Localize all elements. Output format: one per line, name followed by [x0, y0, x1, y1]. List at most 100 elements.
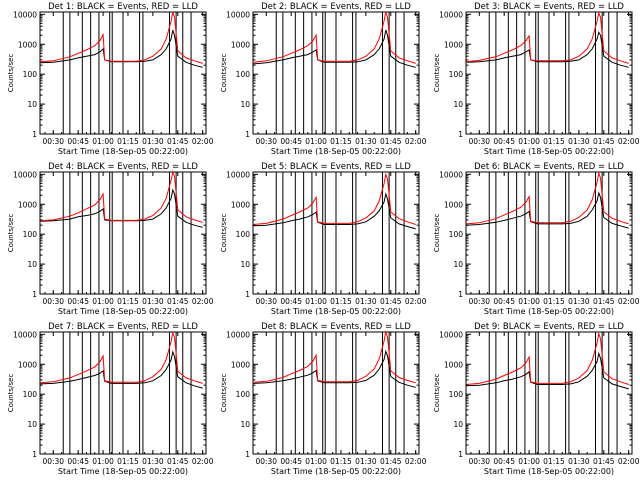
panel-det-5: 1 10 100 1000 10000 00:30 00:45 01:00 01:15 01:30…: [220, 162, 427, 316]
events-series-line: [465, 351, 629, 390]
y-axis-label: Counts/sec: [220, 374, 228, 413]
x-tick-label: 01:15: [330, 297, 352, 306]
x-axis-label: Start Time (18-Sep-05 00:22:00): [58, 307, 188, 316]
x-tick-label: 00:45: [67, 137, 89, 146]
panel-title: Det 7: BLACK = Events, RED = LLD: [48, 322, 198, 332]
panel-det-9: 1 10 100 1000 10000 00:30 00:45 01:00 01:15 01:30…: [433, 322, 640, 476]
panel-title: Det 8: BLACK = Events, RED = LLD: [261, 322, 411, 332]
x-tick-label: 00:30: [468, 457, 490, 466]
x-tick-label: 02:00: [405, 297, 427, 306]
y-tick-label: 10000: [439, 10, 463, 19]
y-tick-label: 10: [27, 420, 37, 429]
y-tick-label: 100: [449, 230, 464, 239]
x-tick-label: 01:45: [593, 297, 615, 306]
panel-title: Det 2: BLACK = Events, RED = LLD: [261, 2, 411, 12]
x-tick-label: 01:15: [330, 457, 352, 466]
y-tick-label: 1000: [444, 200, 463, 209]
panel-det-6: 1 10 100 1000 10000 00:30 00:45 01:00 01:15 01:30…: [433, 162, 640, 316]
x-tick-label: 00:45: [493, 137, 515, 146]
y-tick-label: 1000: [18, 40, 37, 49]
y-tick-label: 100: [23, 390, 38, 399]
y-tick-label: 10: [240, 420, 250, 429]
events-series-line: [465, 191, 629, 229]
panel-det-2: 1 10 100 1000 10000 00:30 00:45 01:00 01:15 01:30…: [220, 2, 427, 156]
x-tick-label: 01:00: [305, 137, 327, 146]
y-tick-label: 10000: [13, 10, 37, 19]
y-tick-label: 1: [245, 290, 250, 299]
x-tick-label: 00:30: [42, 297, 64, 306]
x-tick-label: 01:15: [543, 137, 565, 146]
x-tick-label: 00:45: [493, 457, 515, 466]
y-tick-label: 10000: [13, 170, 37, 179]
y-tick-label: 1000: [18, 200, 37, 209]
x-axis-label: Start Time (18-Sep-05 00:22:00): [271, 467, 401, 476]
events-series-line: [39, 350, 203, 389]
x-axis-label: Start Time (18-Sep-05 00:22:00): [58, 147, 188, 156]
y-tick-label: 10: [240, 260, 250, 269]
panel-det-1: 1 10 100 1000 10000 00:30 00:45 01:00 01:15 01:30…: [7, 2, 214, 156]
x-tick-label: 00:30: [255, 457, 277, 466]
y-tick-label: 10000: [439, 330, 463, 339]
y-tick-label: 1000: [18, 360, 37, 369]
lld-series-line: [465, 11, 629, 64]
x-tick-label: 00:45: [493, 297, 515, 306]
x-axis-label: Start Time (18-Sep-05 00:22:00): [58, 467, 188, 476]
y-axis-label: Counts/sec: [433, 54, 441, 93]
x-tick-label: 00:30: [468, 297, 490, 306]
events-series-line: [252, 349, 416, 388]
x-axis-label: Start Time (18-Sep-05 00:22:00): [271, 147, 401, 156]
x-tick-label: 02:00: [405, 457, 427, 466]
x-tick-label: 01:15: [117, 457, 139, 466]
x-axis-label: Start Time (18-Sep-05 00:22:00): [484, 467, 614, 476]
x-tick-label: 01:45: [167, 137, 189, 146]
x-tick-label: 01:45: [167, 297, 189, 306]
events-series-line: [252, 29, 416, 68]
x-axis-label: Start Time (18-Sep-05 00:22:00): [271, 307, 401, 316]
lld-series-line: [465, 171, 629, 225]
y-tick-label: 1: [32, 130, 37, 139]
x-tick-label: 01:45: [167, 457, 189, 466]
x-tick-label: 01:00: [518, 457, 540, 466]
y-axis-label: Counts/sec: [220, 214, 228, 253]
y-tick-label: 1000: [444, 40, 463, 49]
x-tick-label: 01:30: [568, 457, 590, 466]
x-tick-label: 02:00: [192, 457, 214, 466]
y-tick-label: 10000: [226, 330, 250, 339]
x-tick-label: 01:00: [92, 297, 114, 306]
x-tick-label: 01:00: [305, 297, 327, 306]
panel-det-4: 1 10 100 1000 10000 00:30 00:45 01:00 01:15 01:30…: [7, 162, 214, 316]
y-tick-label: 10: [240, 100, 250, 109]
x-tick-label: 01:15: [543, 457, 565, 466]
y-tick-label: 1000: [231, 40, 250, 49]
y-tick-label: 1: [32, 290, 37, 299]
y-tick-label: 1000: [231, 200, 250, 209]
events-series-line: [39, 188, 203, 228]
y-tick-label: 1000: [231, 360, 250, 369]
x-tick-label: 01:45: [380, 137, 402, 146]
x-tick-label: 02:00: [618, 137, 640, 146]
x-tick-label: 01:30: [142, 137, 164, 146]
y-tick-label: 100: [236, 390, 251, 399]
panel-det-3: 1 10 100 1000 10000 00:30 00:45 01:00 01:15 01:30…: [433, 2, 640, 156]
y-tick-label: 100: [236, 230, 251, 239]
x-axis-label: Start Time (18-Sep-05 00:22:00): [484, 307, 614, 316]
y-axis-label: Counts/sec: [7, 214, 15, 253]
panel-det-7: 1 10 100 1000 10000 00:30 00:45 01:00 01:15 01:30…: [7, 322, 214, 476]
lld-series-line: [252, 11, 416, 64]
y-tick-label: 100: [449, 70, 464, 79]
y-tick-label: 1: [458, 130, 463, 139]
x-tick-label: 01:45: [380, 457, 402, 466]
lld-series-line: [39, 330, 203, 384]
y-tick-label: 100: [23, 70, 38, 79]
x-tick-label: 01:00: [305, 457, 327, 466]
y-tick-label: 1: [245, 130, 250, 139]
y-tick-label: 100: [236, 70, 251, 79]
y-tick-label: 10000: [226, 10, 250, 19]
x-tick-label: 01:15: [117, 297, 139, 306]
panel-title: Det 9: BLACK = Events, RED = LLD: [474, 322, 624, 332]
y-tick-label: 10: [453, 100, 463, 109]
x-tick-label: 00:45: [280, 457, 302, 466]
panel-title: Det 5: BLACK = Events, RED = LLD: [261, 162, 411, 172]
